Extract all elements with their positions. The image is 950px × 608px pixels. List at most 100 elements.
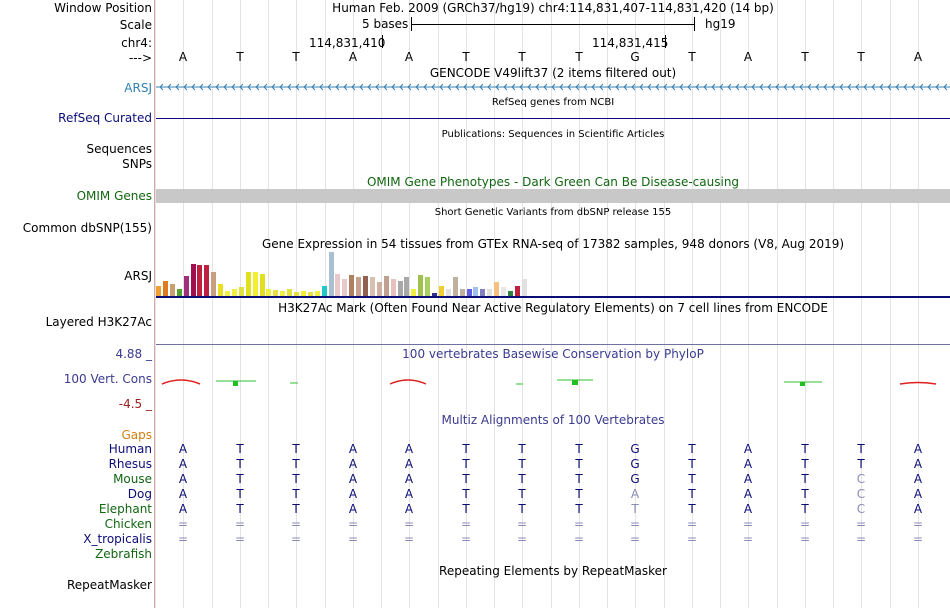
species-label-human[interactable]: Human xyxy=(108,442,152,456)
strand-chevron xyxy=(607,83,612,91)
gtex-tissue-bar[interactable] xyxy=(507,291,513,296)
gtex-tissue-bar[interactable] xyxy=(183,276,189,296)
repeatmasker-label[interactable]: RepeatMasker xyxy=(66,578,152,592)
snps-label[interactable]: SNPs xyxy=(122,157,152,171)
gtex-tissue-bar[interactable] xyxy=(156,286,161,296)
gtex-tissue-bar[interactable] xyxy=(204,265,210,296)
alignment-base: = xyxy=(573,517,585,531)
gtex-tissue-bar[interactable] xyxy=(266,289,272,296)
gtex-tissue-bar[interactable] xyxy=(252,272,258,296)
gtex-tissue-bar[interactable] xyxy=(335,274,341,296)
gtex-tissue-bar[interactable] xyxy=(287,289,293,296)
gtex-tissue-bar[interactable] xyxy=(494,282,500,296)
gtex-tissue-bar[interactable] xyxy=(328,252,334,296)
refseq-label[interactable]: RefSeq Curated xyxy=(58,111,152,125)
gtex-tissue-bar[interactable] xyxy=(169,284,175,296)
h3k27ac-label[interactable]: Layered H3K27Ac xyxy=(45,315,152,329)
species-label-rhesus[interactable]: Rhesus xyxy=(108,457,152,471)
gtex-tissue-bar[interactable] xyxy=(425,277,431,296)
scale-label: Scale xyxy=(119,18,152,32)
species-label-dog[interactable]: Dog xyxy=(127,487,152,501)
gtex-tissue-bar[interactable] xyxy=(342,279,348,296)
gtex-tissue-bar[interactable] xyxy=(390,279,396,296)
gtex-tissue-bar[interactable] xyxy=(514,286,520,296)
refseq-gene-line[interactable] xyxy=(156,118,950,119)
gtex-tissue-bar[interactable] xyxy=(259,274,265,296)
phylop-peak-3 xyxy=(899,381,937,385)
gtex-tissue-bar[interactable] xyxy=(459,289,465,296)
species-label-chicken[interactable]: Chicken xyxy=(104,517,152,531)
publications-title: Publications: Sequences in Scientific Ar… xyxy=(441,129,665,140)
gtex-tissue-bar[interactable] xyxy=(314,291,320,296)
species-label-x_tropicalis[interactable]: X_tropicalis xyxy=(83,532,152,546)
gtex-tissue-bar[interactable] xyxy=(363,276,368,296)
gtex-tissue-bar[interactable] xyxy=(231,289,237,296)
gtex-label[interactable]: ARSJ xyxy=(124,269,152,283)
gtex-tissue-bar[interactable] xyxy=(369,277,375,296)
gtex-tissue-bar[interactable] xyxy=(321,286,327,296)
gencode-gene-arsj[interactable] xyxy=(156,80,950,94)
gtex-tissue-bar[interactable] xyxy=(487,289,493,296)
strand-chevron xyxy=(743,83,748,91)
reference-base: T xyxy=(236,50,244,64)
gtex-tissue-bar[interactable] xyxy=(376,282,382,296)
omim-gene-bar[interactable] xyxy=(156,189,950,203)
phylop-conservation-plot[interactable] xyxy=(156,370,950,394)
gtex-tissue-bar[interactable] xyxy=(218,284,224,296)
gtex-tissue-bar[interactable] xyxy=(480,289,486,296)
dbsnp-label[interactable]: Common dbSNP(155) xyxy=(22,221,152,235)
gtex-tissue-bar[interactable] xyxy=(501,287,506,296)
gtex-expression-chart[interactable] xyxy=(156,252,536,296)
gtex-tissue-bar[interactable] xyxy=(273,290,279,296)
alignment-base: A xyxy=(913,502,923,516)
gtex-tissue-bar[interactable] xyxy=(238,287,244,296)
phylop-label[interactable]: 100 Vert. Cons xyxy=(63,372,152,386)
phylop-max-label: 4.88 _ xyxy=(115,347,152,361)
gtex-tissue-bar[interactable] xyxy=(466,289,472,296)
species-label-zebrafish[interactable]: Zebrafish xyxy=(95,547,152,561)
gtex-tissue-bar[interactable] xyxy=(190,264,196,296)
omim-label[interactable]: OMIM Genes xyxy=(76,189,152,203)
alignment-base: C xyxy=(856,502,866,516)
alignment-base: T xyxy=(518,472,526,486)
alignment-base: = xyxy=(460,532,472,546)
gtex-tissue-bar[interactable] xyxy=(307,292,313,296)
strand-chevron xyxy=(807,83,812,91)
gtex-tissue-bar[interactable] xyxy=(432,293,437,296)
strand-chevron xyxy=(399,83,404,91)
gtex-tissue-bar[interactable] xyxy=(383,276,389,296)
alignment-base: A xyxy=(348,502,358,516)
strand-chevron xyxy=(919,83,924,91)
gtex-tissue-bar[interactable] xyxy=(411,289,417,296)
gtex-tissue-bar[interactable] xyxy=(225,291,230,296)
gtex-tissue-bar[interactable] xyxy=(176,289,182,296)
gtex-tissue-bar[interactable] xyxy=(162,281,168,296)
grid-line xyxy=(268,0,269,608)
gtex-tissue-bar[interactable] xyxy=(473,287,479,296)
window-position-label: Window Position xyxy=(54,1,152,15)
gtex-tissue-bar[interactable] xyxy=(349,275,355,296)
gtex-tissue-bar[interactable] xyxy=(280,291,286,296)
gtex-tissue-bar[interactable] xyxy=(294,292,299,296)
gaps-label[interactable]: Gaps xyxy=(121,428,152,442)
species-label-mouse[interactable]: Mouse xyxy=(113,472,152,486)
sequences-label[interactable]: Sequences xyxy=(86,142,152,156)
multiz-title: Multiz Alignments of 100 Vertebrates xyxy=(441,413,665,427)
species-label-elephant[interactable]: Elephant xyxy=(98,502,152,516)
alignment-base: A xyxy=(178,487,188,501)
strand-chevron xyxy=(175,83,180,91)
gtex-tissue-bar[interactable] xyxy=(245,272,251,296)
gtex-tissue-bar[interactable] xyxy=(418,275,424,296)
gtex-tissue-bar[interactable] xyxy=(404,277,410,296)
grid-line xyxy=(579,0,580,608)
gencode-label[interactable]: ARSJ xyxy=(124,81,152,95)
gtex-tissue-bar[interactable] xyxy=(356,277,362,296)
gtex-tissue-bar[interactable] xyxy=(445,289,451,296)
gtex-tissue-bar[interactable] xyxy=(452,277,458,296)
gtex-tissue-bar[interactable] xyxy=(438,286,444,296)
gtex-tissue-bar[interactable] xyxy=(211,272,217,296)
gtex-tissue-bar[interactable] xyxy=(300,291,306,296)
gtex-tissue-bar[interactable] xyxy=(197,265,203,296)
gtex-tissue-bar[interactable] xyxy=(397,281,403,296)
gtex-tissue-bar[interactable] xyxy=(521,279,527,296)
